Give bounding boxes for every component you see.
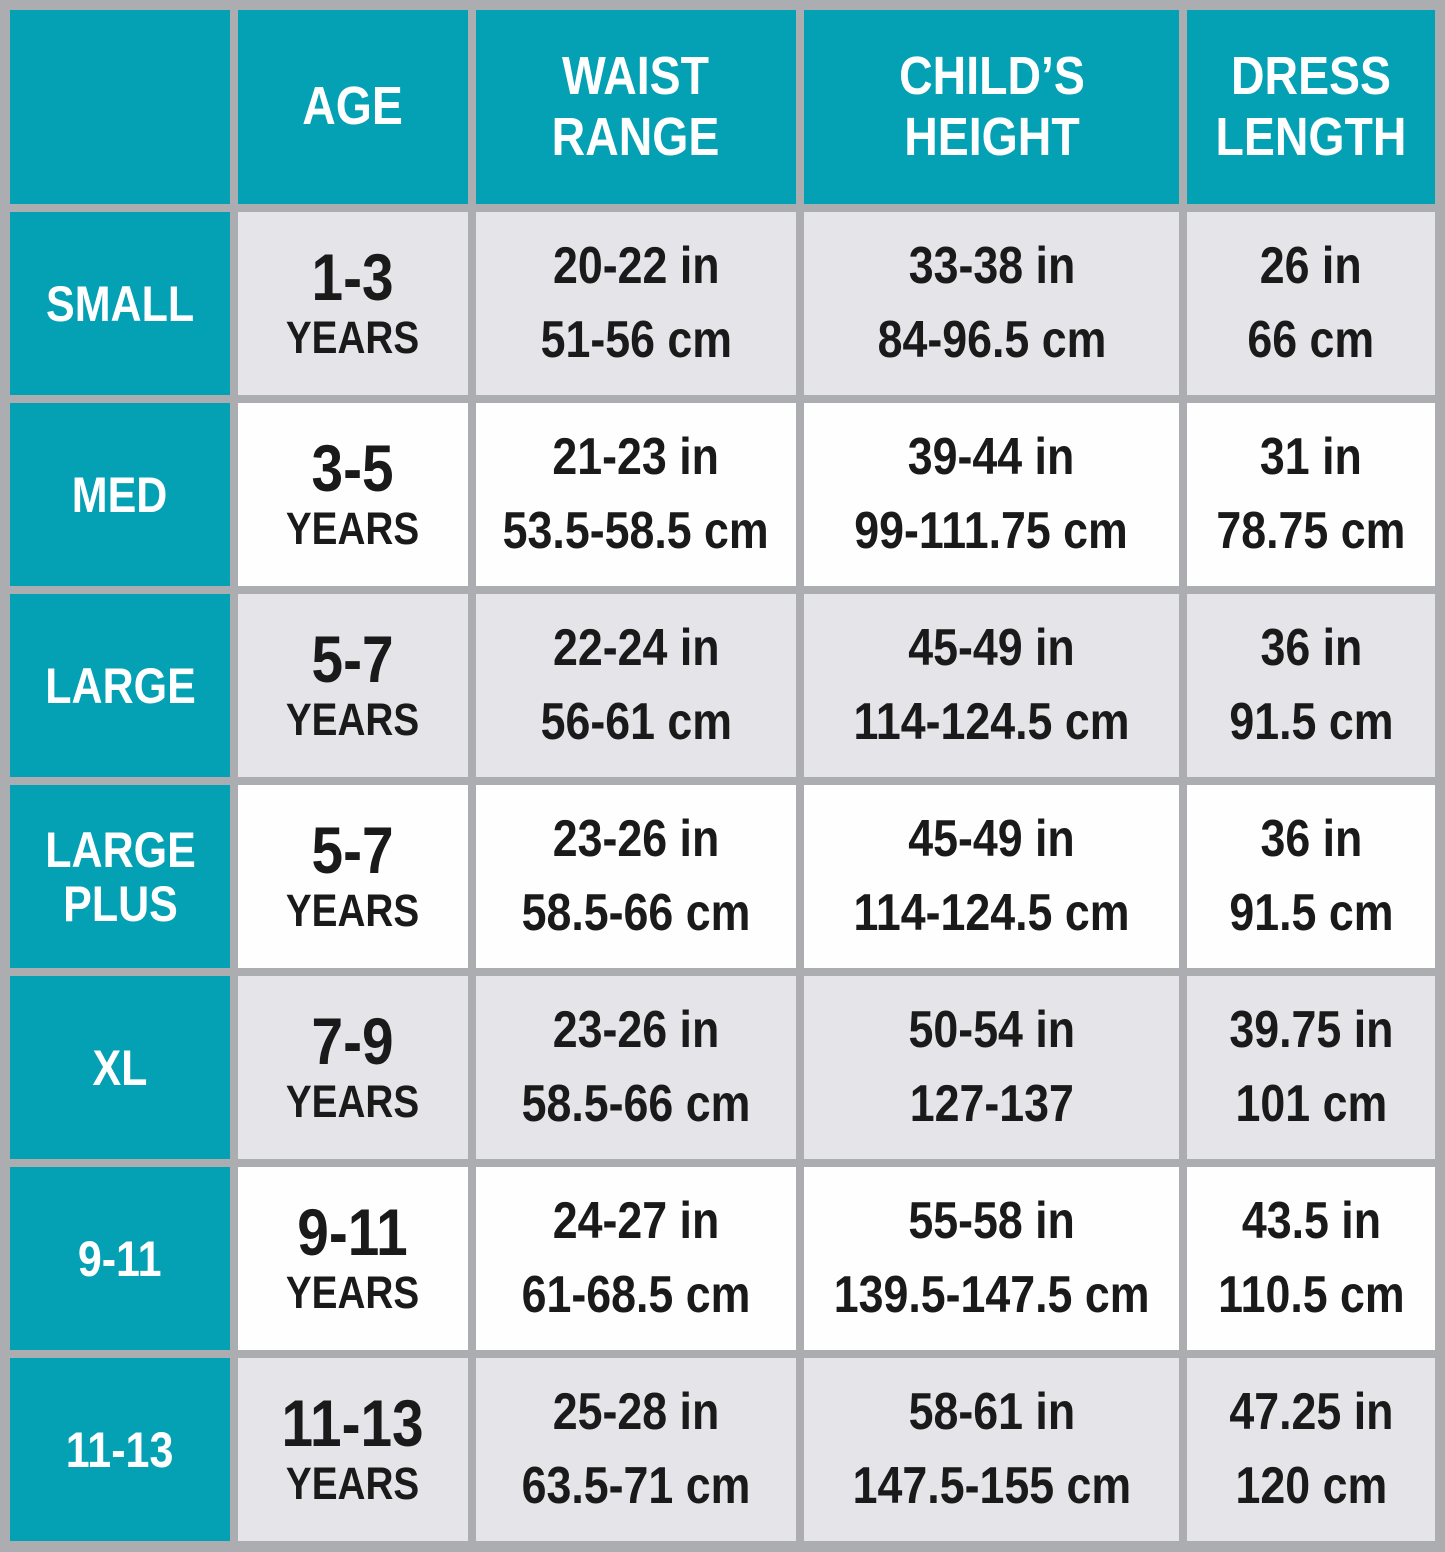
row-med-dress: 31 in 78.75 cm [1187,403,1435,586]
row-xl-height: 50-54 in 127-137 [804,976,1179,1159]
header-childs-height: CHILD’S HEIGHT [804,10,1179,204]
age-value: 5-7 [311,812,395,887]
row-large-plus-height: 45-49 in 114-124.5 cm [804,785,1179,968]
row-large-plus-dress: 36 in 91.5 cm [1187,785,1435,968]
row-9-11-dress: 43.5 in 110.5 cm [1187,1167,1435,1350]
row-xl-age: 7-9 YEARS [238,976,468,1159]
age-unit: YEARS [286,694,420,746]
age-unit: YEARS [286,1267,420,1319]
header-corner-cell [10,10,230,204]
header-waist-range-label: WAIST RANGE [552,45,720,167]
header-dress-length: DRESS LENGTH [1187,10,1435,204]
row-xl-dress: 39.75 in 101 cm [1187,976,1435,1159]
age-unit: YEARS [286,312,420,364]
row-large-height: 45-49 in 114-124.5 cm [804,594,1179,777]
row-xl-waist: 23-26 in 58.5-66 cm [476,976,796,1159]
row-large-plus-waist: 23-26 in 58.5-66 cm [476,785,796,968]
row-large-age: 5-7 YEARS [238,594,468,777]
row-large-plus-label: LARGE PLUS [10,785,230,968]
row-9-11-age: 9-11 YEARS [238,1167,468,1350]
age-unit: YEARS [286,1076,420,1128]
row-11-13-waist: 25-28 in 63.5-71 cm [476,1358,796,1541]
row-large-label: LARGE [10,594,230,777]
row-small-age: 1-3 YEARS [238,212,468,395]
row-large-waist: 22-24 in 56-61 cm [476,594,796,777]
row-11-13-dress: 47.25 in 120 cm [1187,1358,1435,1541]
row-xl-label: XL [10,976,230,1159]
row-9-11-label: 9-11 [10,1167,230,1350]
age-unit: YEARS [286,503,420,555]
age-value: 11-13 [281,1385,425,1460]
row-med-waist: 21-23 in 53.5-58.5 cm [476,403,796,586]
header-childs-height-label: CHILD’S HEIGHT [898,45,1085,167]
row-med-height: 39-44 in 99-111.75 cm [804,403,1179,586]
age-value: 3-5 [311,430,395,505]
row-small-label: SMALL [10,212,230,395]
age-value: 7-9 [311,1003,395,1078]
row-11-13-label: 11-13 [10,1358,230,1541]
row-large-plus-age: 5-7 YEARS [238,785,468,968]
row-small-waist: 20-22 in 51-56 cm [476,212,796,395]
row-large-dress: 36 in 91.5 cm [1187,594,1435,777]
row-9-11-waist: 24-27 in 61-68.5 cm [476,1167,796,1350]
row-small-height: 33-38 in 84-96.5 cm [804,212,1179,395]
row-med-label: MED [10,403,230,586]
age-unit: YEARS [286,885,420,937]
header-dress-length-label: DRESS LENGTH [1215,45,1407,167]
age-value: 5-7 [311,621,395,696]
header-waist-range: WAIST RANGE [476,10,796,204]
row-small-dress: 26 in 66 cm [1187,212,1435,395]
row-med-age: 3-5 YEARS [238,403,468,586]
row-11-13-height: 58-61 in 147.5-155 cm [804,1358,1179,1541]
age-value: 9-11 [297,1194,409,1269]
age-value: 1-3 [311,239,395,314]
age-unit: YEARS [286,1458,420,1510]
header-age-label: AGE [302,76,404,137]
header-age: AGE [238,10,468,204]
row-11-13-age: 11-13 YEARS [238,1358,468,1541]
row-9-11-height: 55-58 in 139.5-147.5 cm [804,1167,1179,1350]
